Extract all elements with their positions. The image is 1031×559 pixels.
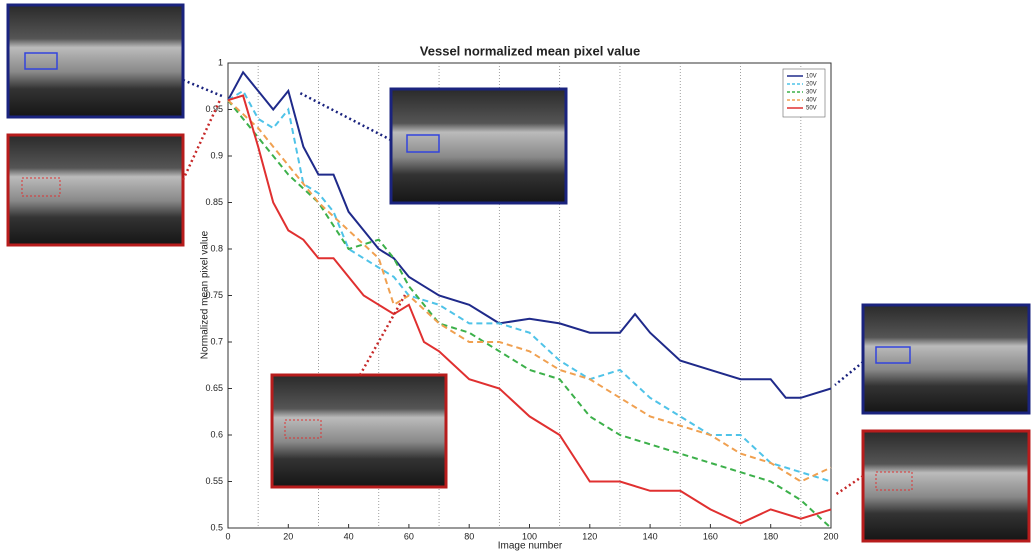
y-tick-label: 0.65 xyxy=(205,383,223,393)
y-tick-label: 0.6 xyxy=(210,429,223,439)
x-axis-label: Image number xyxy=(498,541,563,552)
x-tick-label: 160 xyxy=(703,531,718,541)
x-tick-label: 80 xyxy=(464,531,474,541)
x-tick-label: 120 xyxy=(582,531,597,541)
legend-label: 20V xyxy=(806,82,817,88)
x-tick-label: 60 xyxy=(404,531,414,541)
inset-image xyxy=(272,375,446,487)
legend-label: 10V xyxy=(806,74,817,80)
chart-title: Vessel normalized mean pixel value xyxy=(420,43,640,58)
y-tick-label: 0.7 xyxy=(210,336,223,346)
y-tick-label: 1 xyxy=(218,57,223,67)
legend: 10V 20V 30V 40V 50V xyxy=(783,69,825,117)
y-axis-label: Normalized mean pixel value xyxy=(200,230,211,359)
legend-label: 40V xyxy=(806,98,817,104)
x-tick-label: 20 xyxy=(283,531,293,541)
y-tick-label: 0.8 xyxy=(210,243,223,253)
y-tick-label: 0.55 xyxy=(205,476,223,486)
x-tick-label: 140 xyxy=(643,531,658,541)
y-tick-label: 0.85 xyxy=(205,197,223,207)
inset-image xyxy=(391,89,566,203)
x-tick-label: 180 xyxy=(763,531,778,541)
inset-image xyxy=(8,135,183,245)
x-tick-label: 200 xyxy=(823,531,838,541)
inset-image xyxy=(863,431,1029,541)
y-tick-label: 0.9 xyxy=(210,150,223,160)
legend-label: 50V xyxy=(806,106,817,112)
legend-label: 30V xyxy=(806,90,817,96)
chart: 0204060801001201401601802000.50.550.60.6… xyxy=(0,0,1031,554)
inset-image xyxy=(863,305,1029,413)
inset-image xyxy=(8,5,183,117)
x-tick-label: 0 xyxy=(225,531,230,541)
y-tick-label: 0.95 xyxy=(205,104,223,114)
x-tick-label: 40 xyxy=(344,531,354,541)
y-tick-label: 0.5 xyxy=(210,522,223,532)
